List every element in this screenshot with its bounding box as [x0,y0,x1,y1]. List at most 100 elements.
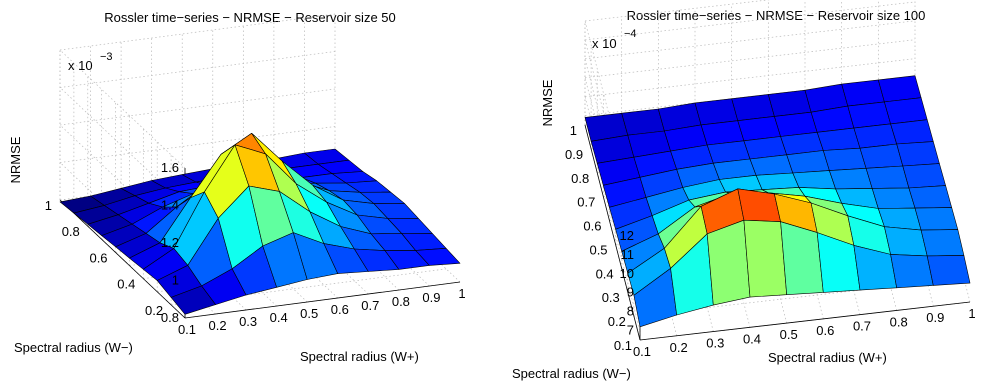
surface-cell [829,168,873,190]
surface-cell [767,89,812,117]
z-tick-label: 8 [627,304,634,319]
x-tick-label: 0.5 [300,306,318,321]
grid-line [212,179,339,299]
tick-label-layer: 7 8 9 10 11 12 0.1 0.2 0.3 0.4 0.5 0.6 0.7 0.8 0.9 1 0.1… [565,123,976,359]
surface-cell [755,172,800,190]
x-tick-label: 0.9 [422,290,440,305]
surface-cell [415,248,461,266]
surface-cell [694,98,739,126]
tick-label-layer: 0.8 1 1.2 1.4 1.6 0.1 0.2 0.3 0.4 0.5 0.6 0.7 0.8 0.9… [45,160,466,337]
surface-cell [890,254,934,289]
z-exponent-base: x 10 [68,58,93,73]
surface-cell [884,97,928,125]
grid-line [584,58,916,97]
x-axis-label: Spectral radius (W+) [300,349,419,364]
z-tick-label: 1.4 [161,198,179,213]
y-tick-label: 0.4 [596,266,614,281]
y-tick-label: 0.9 [565,147,583,162]
z-tick-label: 1.6 [161,160,179,175]
surface-cell [621,108,665,136]
y-tick-label: 0.6 [583,219,601,234]
z-exponent-power: −4 [624,28,637,40]
y-tick-label: 0.3 [602,290,620,305]
x-tick-label: 0.4 [743,331,761,346]
z-tick-label: 0.8 [161,310,179,325]
surface-mesh [584,75,971,328]
surface-cell [731,94,775,121]
x-tick-label: 0.1 [633,344,651,359]
x-tick-label: 0.8 [890,314,908,329]
y-tick-label: 0.2 [145,303,163,318]
y-tick-label: 0.4 [117,277,135,292]
x-tick-label: 0.5 [780,327,798,342]
x-tick-label: 1 [968,306,975,321]
surface-cell [865,165,910,189]
axis-line [59,199,186,319]
y-tick-label: 1 [45,198,52,213]
x-tick-label: 0.7 [853,319,871,334]
grid-line [59,88,336,126]
surface-cell [706,219,751,306]
z-exponent-power: −3 [100,51,113,63]
surface-cell [737,188,781,222]
surface-cell [890,119,934,145]
y-tick-label: 0.2 [608,314,626,329]
x-tick-label: 0.1 [178,322,196,337]
chart-title: Rossler time−series − NRMSE − Reservoir … [104,10,396,25]
surface-cell [780,221,824,296]
x-tick-label: 0.8 [392,294,410,309]
y-tick-label: 0.7 [577,195,595,210]
grid-line [584,1,916,41]
y-tick-label: 0.6 [89,250,107,265]
z-tick-label: 11 [621,247,635,262]
surface-cell [743,219,788,298]
surface-cell [871,187,916,209]
surface-cell [847,101,891,129]
surface-plot-reservoir-50: Rossler time−series − NRMSE − Reservoir … [8,10,466,364]
z-axis-label: NRMSE [540,79,555,126]
x-tick-label: 0.9 [926,310,944,325]
z-tick-label: 1.2 [161,235,179,250]
z-tick-label: 12 [620,228,634,243]
y-axis-label: Spectral radius (W−) [14,340,133,355]
x-tick-label: 0.4 [270,310,288,325]
surface-cell [792,170,836,190]
surface-cell [859,143,904,169]
z-axis-label: NRMSE [8,136,23,183]
x-axis-label: Spectral radius (W+) [768,350,887,365]
z-exponent-base: x 10 [592,36,617,51]
z-tick-label: 7 [627,323,634,338]
z-tick-label: 10 [620,266,634,281]
x-tick-label: 0.6 [331,302,349,317]
surface-cell [914,207,959,231]
surface-cell [896,141,940,167]
grid-line [59,49,186,169]
axis-line [184,281,461,319]
x-tick-label: 0.3 [239,314,257,329]
grid-line [584,39,916,79]
surface-cell [877,75,922,103]
y-tick-label: 0.5 [589,242,607,257]
x-tick-label: 0.2 [209,318,227,333]
surface-cell [816,127,861,151]
y-tick-label: 0.8 [571,171,589,186]
surface-cell [920,229,965,257]
y-tick-label: 0.1 [614,338,632,353]
z-tick-label: 1 [172,273,179,288]
chart-title: Rossler time−series − NRMSE − Reservoir … [627,8,926,23]
surface-plot-reservoir-100: Rossler time−series − NRMSE − Reservoir … [512,0,976,381]
grid-line [243,175,369,295]
x-tick-label: 0.6 [816,323,834,338]
y-tick-label: 0.8 [62,224,80,239]
surface-cell [822,147,867,171]
axis-line [639,301,971,341]
x-tick-label: 0.2 [670,340,688,355]
x-tick-label: 1 [458,286,465,301]
surface-cell [884,226,928,257]
surface-cell [902,163,946,189]
surface-cell [841,79,885,107]
surface-cell [908,185,953,209]
surface-cell [786,150,830,174]
y-axis-label: Spectral radius (W−) [512,366,631,381]
